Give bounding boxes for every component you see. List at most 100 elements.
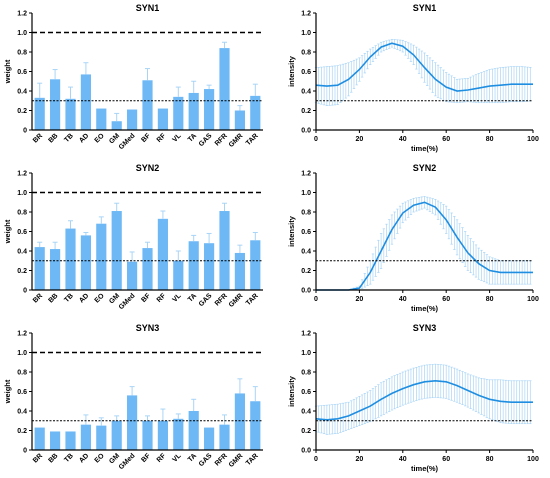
panel-syn1-line: SYN1 intensity 0.0 0.2 0.4 0.6 0.8 1.0 1.2 0 20 40 6… [287, 3, 539, 153]
bar-tb [65, 228, 76, 290]
bar-gmed [127, 109, 138, 130]
bar-br [34, 247, 45, 290]
x-tick-label: 60 [442, 136, 450, 143]
y-tick-label: 1.0 [301, 190, 311, 197]
x-tick-label: TA [187, 452, 198, 463]
bar-gas [204, 243, 215, 290]
x-tick-label: 60 [442, 456, 450, 463]
y-tick-label: 0.6 [17, 69, 27, 76]
chart-title: SYN3 [413, 323, 437, 333]
y-tick-label: 0.2 [17, 428, 27, 435]
x-tick-label: 0 [314, 296, 318, 303]
x-tick-label: GMR [228, 452, 245, 469]
x-tick-label: EO [94, 452, 106, 464]
y-tick-label: 0.4 [17, 249, 27, 256]
bar-rf [157, 218, 168, 290]
x-tick-label: GMR [228, 132, 245, 149]
x-tick-label: BB [47, 132, 59, 144]
y-tick-label: 0.2 [17, 268, 27, 275]
x-tick-label: RFR [214, 292, 229, 307]
x-tick-label: TAR [245, 132, 260, 147]
x-tick-label: GMed [118, 132, 137, 151]
y-tick-label: 1.0 [17, 30, 27, 37]
x-tick-label: BB [47, 452, 59, 464]
x-tick-label: VL [171, 452, 183, 464]
x-tick-label: AD [78, 292, 90, 304]
y-tick-label: 0.0 [301, 448, 311, 455]
bar-rf [157, 420, 168, 450]
bar-vl [173, 418, 184, 450]
bar-ta [188, 92, 199, 130]
bar-ad [80, 74, 91, 130]
bar-eo [96, 108, 107, 130]
y-tick-label: 0.2 [17, 108, 27, 115]
x-axis-label: time(%) [411, 144, 439, 153]
x-tick-label: TB [63, 292, 75, 304]
x-tick-label: 20 [356, 136, 364, 143]
bar-vl [173, 260, 184, 290]
x-tick-label: BR [32, 452, 44, 464]
series-line [315, 42, 533, 92]
series-line [316, 201, 533, 291]
x-tick-label: RFR [214, 132, 229, 147]
x-tick-label: TAR [245, 292, 260, 307]
y-tick-label: 0.4 [17, 89, 27, 96]
y-axis-label: weight [3, 379, 12, 404]
x-tick-label: 40 [399, 136, 407, 143]
x-tick-label: TA [187, 292, 198, 303]
y-tick-label: 1.2 [17, 331, 27, 338]
x-tick-label: GAS [198, 452, 214, 468]
bar-tar [250, 240, 261, 290]
y-tick-label: 0.4 [301, 89, 311, 96]
x-tick-label: 20 [356, 296, 364, 303]
x-tick-label: 60 [442, 296, 450, 303]
x-tick-label: 80 [486, 456, 494, 463]
bar-br [34, 427, 45, 450]
x-tick-label: 80 [486, 136, 494, 143]
y-tick-label: 1.2 [17, 171, 27, 178]
y-tick-label: 0.8 [17, 370, 27, 377]
x-tick-label: BF [140, 132, 152, 144]
bar-gas [204, 427, 215, 450]
y-tick-label: 0.0 [301, 288, 311, 295]
bar-gm [111, 420, 122, 450]
x-tick-label: 100 [527, 296, 539, 303]
bar-bf [142, 420, 153, 450]
bar-rfr [219, 211, 230, 290]
x-tick-label: 0 [314, 136, 318, 143]
chart-title: SYN2 [136, 163, 160, 173]
y-tick-label: 0 [23, 288, 27, 295]
bar-rf [157, 108, 168, 130]
x-tick-label: 100 [527, 136, 539, 143]
bar-eo [96, 223, 107, 290]
bar-vl [173, 96, 184, 130]
panel-syn2-line: SYN2 intensity 0.0 0.2 0.4 0.6 0.8 1.0 1.2 0 20 40 6… [287, 163, 539, 313]
y-tick-label: 0.8 [17, 50, 27, 57]
bar-gmr [234, 393, 245, 450]
bar-gmr [234, 252, 245, 290]
x-tick-label: RF [156, 292, 168, 304]
x-tick-label: AD [78, 452, 90, 464]
bar-bb [50, 249, 61, 290]
x-tick-label: GMR [228, 292, 245, 309]
x-tick-label: TB [63, 132, 75, 144]
bar-gmed [127, 261, 138, 290]
x-axis-label: time(%) [411, 464, 439, 473]
x-tick-label: TB [63, 452, 75, 464]
x-tick-label: 40 [399, 296, 407, 303]
y-tick-label: 1.0 [301, 30, 311, 37]
y-tick-label: 0 [23, 128, 27, 135]
y-tick-label: 0.2 [301, 428, 311, 435]
bar-eo [96, 425, 107, 450]
y-tick-label: 0.0 [301, 128, 311, 135]
x-tick-label: GMed [118, 292, 137, 311]
chart-title: SYN3 [136, 323, 160, 333]
bar-bb [50, 79, 61, 130]
y-tick-label: 0.6 [301, 229, 311, 236]
y-tick-label: 0.8 [17, 210, 27, 217]
bar-bf [142, 248, 153, 290]
chart-title: SYN1 [136, 3, 160, 13]
panel-syn3-line: SYN3 intensity 0.0 0.2 0.4 0.6 0.8 1.0 1.2 0 20 40 6… [287, 323, 539, 473]
y-tick-label: 0.6 [301, 389, 311, 396]
